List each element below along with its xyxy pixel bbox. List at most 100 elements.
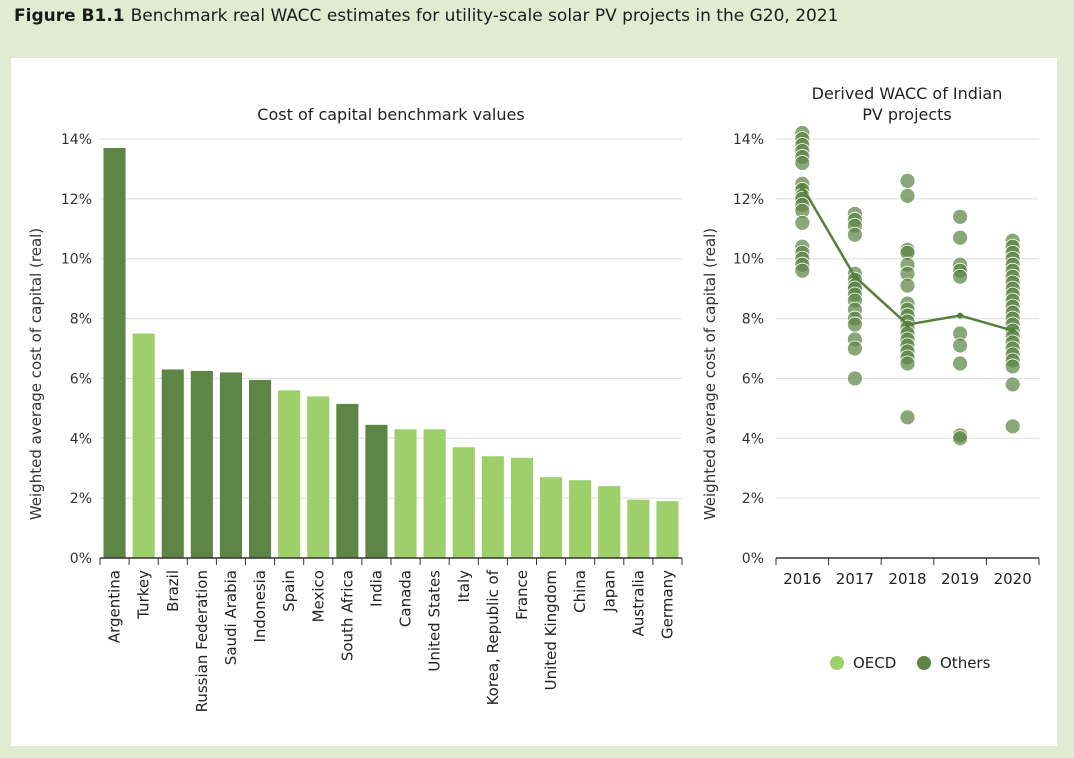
figure-number: Figure B1.1 <box>14 6 125 26</box>
scatter-chart-points <box>794 125 1021 447</box>
chart-panel: Cost of capital benchmark values Weighte… <box>11 58 1057 746</box>
bar-category-label: China <box>571 570 589 613</box>
bar-indonesia <box>248 379 272 558</box>
scatter-chart-title-line1: Derived WACC of Indian <box>812 84 1003 103</box>
scatter-point <box>1004 376 1021 393</box>
legend-oecd-label: OECD <box>853 654 896 672</box>
scatter-point <box>1004 358 1021 375</box>
scatter-ytick-label: 2% <box>742 491 764 507</box>
bar-ytick-label: 0% <box>70 551 92 567</box>
bar-chart-grid <box>100 138 682 499</box>
bar-chart-title: Cost of capital benchmark values <box>257 105 524 124</box>
legend-others-marker <box>917 656 931 670</box>
bar-spain <box>278 390 301 558</box>
bar-chart-axes: 0% 2% 4% 6% 8% 10% 12% 14% Argentina Turkey Brazil… <box>61 132 683 712</box>
bar-category-label: Turkey <box>135 570 153 620</box>
bar-category-label: Spain <box>280 570 298 612</box>
scatter-point <box>899 409 916 426</box>
scatter-point <box>847 316 863 333</box>
scatter-chart-ylabel: Weighted average cost of capital (real) <box>701 228 719 520</box>
bar-category-label: Italy <box>455 570 473 603</box>
figure-title-text: Benchmark real WACC estimates for utilit… <box>130 6 839 26</box>
bar-italy <box>452 447 475 558</box>
scatter-chart-axes: 0% 2% 4% 6% 8% 10% 12% 14% 2016 2017 2018 2019 2020 <box>733 132 1040 588</box>
scatter-year-label: 2018 <box>888 570 926 588</box>
scatter-chart-average-line <box>799 183 1016 334</box>
scatter-ytick-label: 12% <box>733 192 764 208</box>
scatter-ytick-label: 0% <box>742 551 764 567</box>
bar-germany <box>656 501 679 558</box>
bar-australia <box>627 499 650 558</box>
average-point <box>851 273 858 280</box>
scatter-point <box>899 173 916 189</box>
scatter-point <box>899 277 916 294</box>
bar-chart-ylabel: Weighted average cost of capital (real) <box>27 228 45 520</box>
scatter-point <box>952 337 968 354</box>
average-point <box>1009 327 1016 334</box>
scatter-ytick-label: 4% <box>742 431 764 447</box>
bar-brazil <box>161 369 184 558</box>
bar-ytick-label: 8% <box>70 312 92 328</box>
scatter-point <box>847 226 863 243</box>
bar-argentina <box>103 147 126 558</box>
figure-title: Figure B1.1 Benchmark real WACC estimates… <box>14 6 838 26</box>
bar-japan <box>598 486 621 558</box>
bar-category-label: United Kingdom <box>542 570 560 690</box>
bar-ytick-label: 6% <box>70 371 92 387</box>
bar-category-label: Brazil <box>164 570 182 612</box>
scatter-chart-title-line2: PV projects <box>862 105 952 124</box>
scatter-point <box>899 355 916 372</box>
scatter-point <box>952 430 968 447</box>
bar-category-label: Australia <box>629 570 647 636</box>
bar-ytick-label: 10% <box>61 252 92 268</box>
scatter-point <box>847 370 863 387</box>
scatter-ytick-label: 10% <box>733 252 764 268</box>
average-point <box>799 183 806 190</box>
scatter-year-label: 2020 <box>994 570 1032 588</box>
bar-category-label: Russian Federation <box>193 570 211 712</box>
scatter-ytick-label: 14% <box>733 132 764 148</box>
bar-south-africa <box>336 403 359 558</box>
bar-category-label: Saudi Arabia <box>222 570 240 665</box>
scatter-point <box>847 340 863 357</box>
legend-others-label: Others <box>940 654 991 672</box>
bar-ytick-label: 14% <box>61 132 92 148</box>
bar-russian-federation <box>190 370 213 558</box>
scatter-year-label: 2016 <box>783 570 821 588</box>
scatter-ytick-label: 8% <box>742 312 764 328</box>
bar-saudi-arabia <box>219 372 243 558</box>
bar-category-label: Argentina <box>106 570 124 643</box>
bar-category-label: United States <box>426 570 444 672</box>
bar-chart-bars <box>103 147 679 558</box>
bar-ytick-label: 4% <box>70 431 92 447</box>
bar-category-label: France <box>513 570 531 620</box>
bar-united-states <box>423 429 446 558</box>
bar-india <box>365 424 388 558</box>
bar-ytick-label: 2% <box>70 491 92 507</box>
bar-ytick-label: 12% <box>61 192 92 208</box>
bar-turkey <box>132 333 155 558</box>
bar-korea-republic-of <box>481 456 504 558</box>
bar-china <box>569 480 592 558</box>
scatter-point <box>794 262 811 279</box>
scatter-year-label: 2019 <box>941 570 979 588</box>
bar-category-label: India <box>367 570 385 607</box>
average-point <box>957 312 964 319</box>
scatter-point <box>952 229 968 246</box>
bar-category-label: Japan <box>600 570 618 613</box>
bar-united-kingdom <box>539 477 563 558</box>
bar-category-label: Korea, Republic of <box>484 569 502 705</box>
scatter-point <box>952 268 968 285</box>
scatter-point <box>952 208 968 225</box>
bar-category-label: Mexico <box>309 570 327 622</box>
scatter-point <box>1004 418 1021 435</box>
bar-category-label: Canada <box>397 570 415 627</box>
scatter-point <box>899 187 916 204</box>
average-point <box>904 321 911 328</box>
bar-france <box>510 457 534 558</box>
bar-canada <box>394 429 417 558</box>
bar-mexico <box>307 396 330 558</box>
scatter-ytick-label: 6% <box>742 371 764 387</box>
bar-category-label: South Africa <box>338 570 356 661</box>
chart-svg: Cost of capital benchmark values Weighte… <box>27 84 1040 712</box>
